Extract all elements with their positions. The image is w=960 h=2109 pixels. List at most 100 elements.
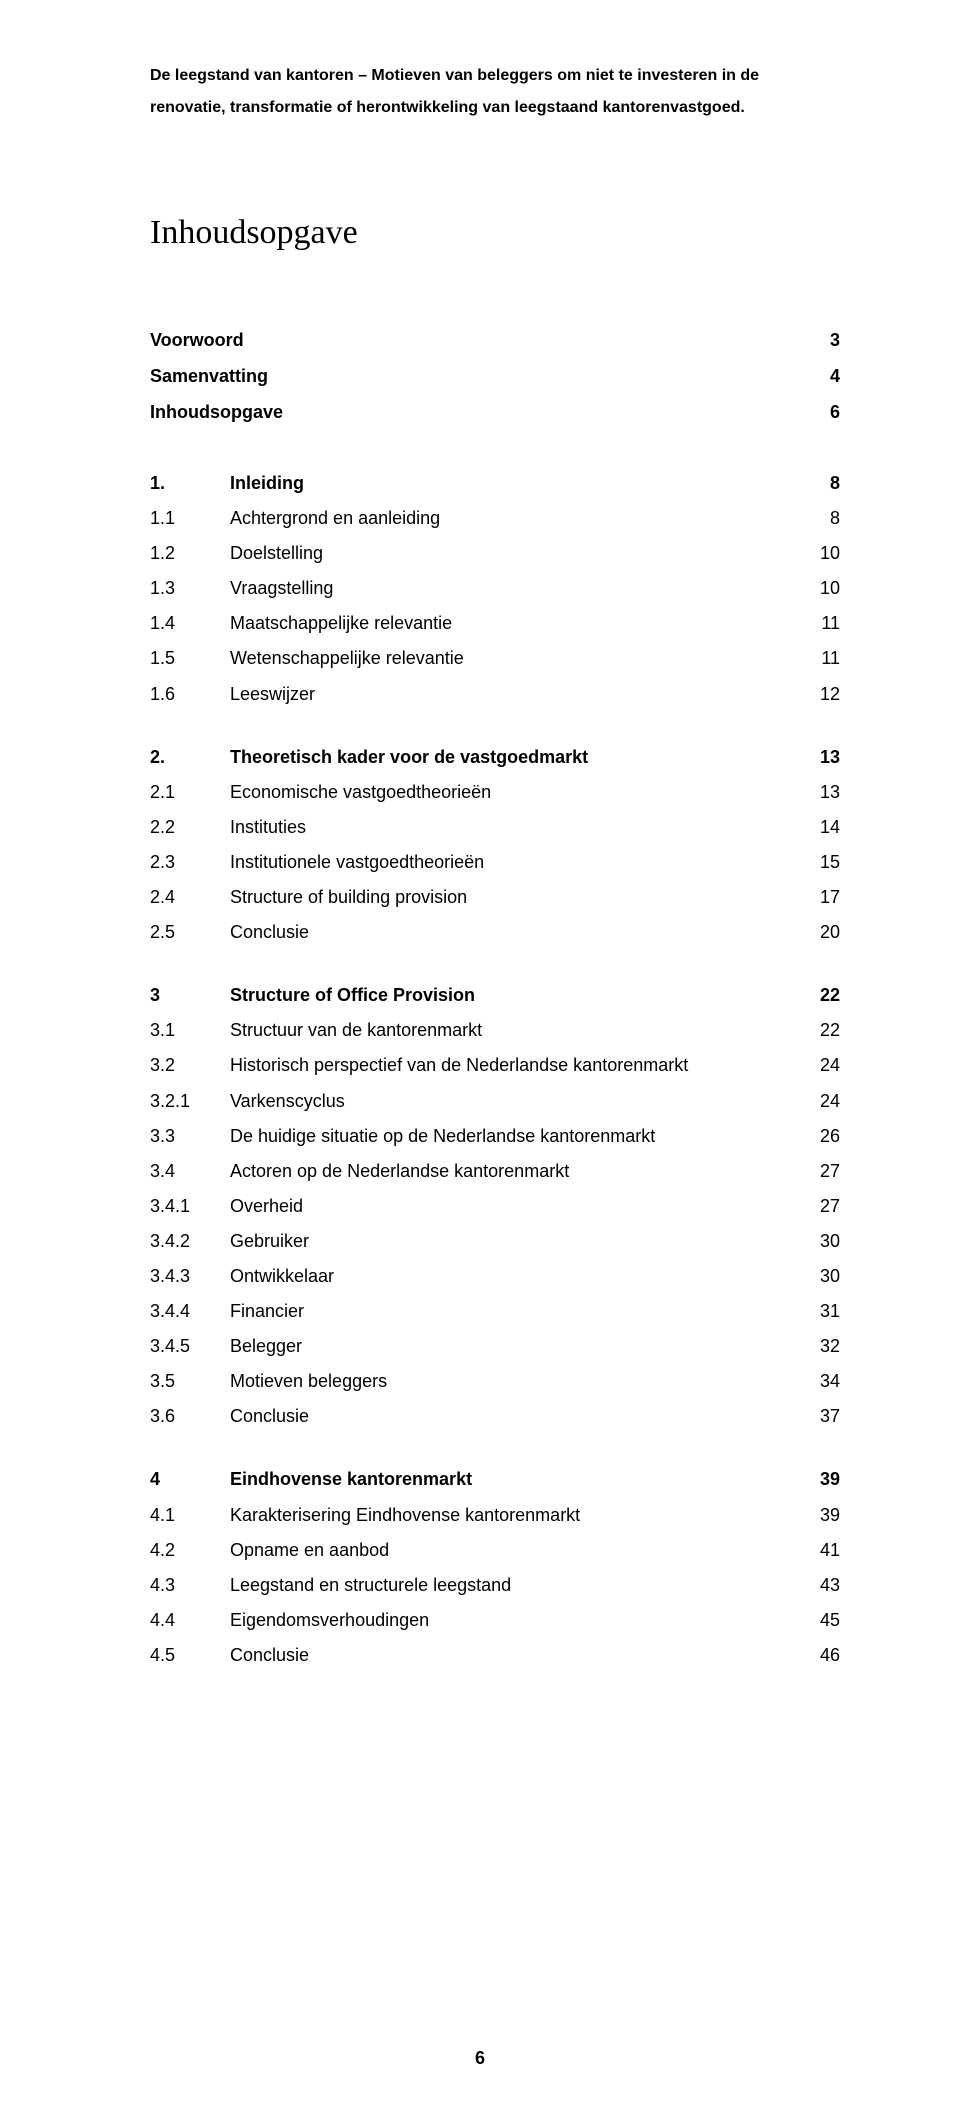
toc-row: 3.4Actoren op de Nederlandse kantorenmar… <box>150 1154 840 1189</box>
toc-entry-text: Overheid <box>230 1189 800 1224</box>
toc-row: 2.3Institutionele vastgoedtheorieën15 <box>150 845 840 880</box>
toc-block: 4Eindhovense kantorenmarkt394.1Karakteri… <box>150 1462 840 1673</box>
toc-row: 1.Inleiding8 <box>150 466 840 501</box>
toc-entry-text: Belegger <box>230 1329 800 1364</box>
toc-entry-page: 13 <box>800 740 840 775</box>
toc-front-row: Voorwoord 3 <box>150 322 840 358</box>
toc-entry-number: 4.5 <box>150 1638 230 1673</box>
toc-block: 3Structure of Office Provision223.1Struc… <box>150 978 840 1434</box>
toc-entry-number: 2.5 <box>150 915 230 950</box>
toc-entry-text: Inleiding <box>230 466 800 501</box>
toc-entry-text: Opname en aanbod <box>230 1533 800 1568</box>
toc-entry-text: Karakterisering Eindhovense kantorenmark… <box>230 1498 800 1533</box>
toc-entry-page: 15 <box>800 845 840 880</box>
toc-entry-text: Theoretisch kader voor de vastgoedmarkt <box>230 740 800 775</box>
toc-entry-number: 2.2 <box>150 810 230 845</box>
toc-entry-number: 3.4 <box>150 1154 230 1189</box>
toc-front-page: 4 <box>830 358 840 394</box>
toc-entry-page: 30 <box>800 1224 840 1259</box>
toc-entry-text: Institutionele vastgoedtheorieën <box>230 845 800 880</box>
toc-entry-number: 1.5 <box>150 641 230 676</box>
toc-entry-page: 22 <box>800 978 840 1013</box>
toc-entry-number: 1.4 <box>150 606 230 641</box>
toc-front-page: 3 <box>830 322 840 358</box>
toc-row: 1.3Vraagstelling10 <box>150 571 840 606</box>
toc-row: 2.5Conclusie20 <box>150 915 840 950</box>
toc-entry-text: Conclusie <box>230 915 800 950</box>
toc-row: 4.5Conclusie46 <box>150 1638 840 1673</box>
toc-entry-number: 4.4 <box>150 1603 230 1638</box>
page-title: Inhoudsopgave <box>150 214 840 252</box>
toc-entry-number: 2.1 <box>150 775 230 810</box>
toc-row: 2.Theoretisch kader voor de vastgoedmark… <box>150 740 840 775</box>
toc-body: 1.Inleiding81.1Achtergrond en aanleiding… <box>150 466 840 1673</box>
toc-entry-text: Actoren op de Nederlandse kantorenmarkt <box>230 1154 800 1189</box>
toc-entry-number: 1. <box>150 466 230 501</box>
toc-entry-text: Leeswijzer <box>230 677 800 712</box>
toc-row: 4.2Opname en aanbod41 <box>150 1533 840 1568</box>
toc-entry-page: 43 <box>800 1568 840 1603</box>
toc-entry-number: 2.4 <box>150 880 230 915</box>
toc-entry-number: 4.2 <box>150 1533 230 1568</box>
toc-entry-text: Achtergrond en aanleiding <box>230 501 800 536</box>
header-line-1: De leegstand van kantoren – Motieven van… <box>150 60 840 92</box>
toc-front-matter: Voorwoord3Samenvatting4Inhoudsopgave6 <box>150 322 840 430</box>
document-page: De leegstand van kantoren – Motieven van… <box>0 0 960 2109</box>
toc-entry-number: 4.3 <box>150 1568 230 1603</box>
toc-row: 3.4.2Gebruiker30 <box>150 1224 840 1259</box>
toc-entry-page: 41 <box>800 1533 840 1568</box>
toc-entry-page: 17 <box>800 880 840 915</box>
toc-row: 3.4.3Ontwikkelaar30 <box>150 1259 840 1294</box>
toc-row: 4.1Karakterisering Eindhovense kantorenm… <box>150 1498 840 1533</box>
toc-row: 3.4.5Belegger32 <box>150 1329 840 1364</box>
toc-row: 4.3Leegstand en structurele leegstand43 <box>150 1568 840 1603</box>
toc-entry-number: 3.2.1 <box>150 1084 230 1119</box>
toc-entry-text: Ontwikkelaar <box>230 1259 800 1294</box>
toc-entry-text: Structure of Office Provision <box>230 978 800 1013</box>
toc-entry-text: Leegstand en structurele leegstand <box>230 1568 800 1603</box>
toc-row: 2.4Structure of building provision17 <box>150 880 840 915</box>
toc-entry-number: 3.4.4 <box>150 1294 230 1329</box>
toc-entry-number: 3.4.5 <box>150 1329 230 1364</box>
toc-front-label: Voorwoord <box>150 322 244 358</box>
toc-entry-page: 13 <box>800 775 840 810</box>
toc-block: 2.Theoretisch kader voor de vastgoedmark… <box>150 740 840 951</box>
toc-entry-text: Vraagstelling <box>230 571 800 606</box>
toc-row: 1.5Wetenschappelijke relevantie11 <box>150 641 840 676</box>
toc-entry-number: 2. <box>150 740 230 775</box>
toc-entry-page: 14 <box>800 810 840 845</box>
toc-entry-page: 39 <box>800 1462 840 1497</box>
toc-entry-page: 34 <box>800 1364 840 1399</box>
toc-entry-page: 46 <box>800 1638 840 1673</box>
toc-entry-number: 1.6 <box>150 677 230 712</box>
toc-entry-page: 31 <box>800 1294 840 1329</box>
toc-entry-number: 3.4.3 <box>150 1259 230 1294</box>
header-line-2: renovatie, transformatie of herontwikkel… <box>150 92 840 124</box>
toc-front-label: Inhoudsopgave <box>150 394 283 430</box>
toc-entry-text: De huidige situatie op de Nederlandse ka… <box>230 1119 800 1154</box>
toc-entry-text: Structuur van de kantorenmarkt <box>230 1013 800 1048</box>
toc-entry-page: 26 <box>800 1119 840 1154</box>
toc-row: 1.6Leeswijzer12 <box>150 677 840 712</box>
toc-entry-number: 3.3 <box>150 1119 230 1154</box>
toc-entry-page: 24 <box>800 1084 840 1119</box>
toc-entry-page: 45 <box>800 1603 840 1638</box>
toc-entry-text: Maatschappelijke relevantie <box>230 606 800 641</box>
toc-row: 2.2Instituties14 <box>150 810 840 845</box>
toc-entry-page: 37 <box>800 1399 840 1434</box>
toc-entry-page: 27 <box>800 1189 840 1224</box>
toc-entry-page: 20 <box>800 915 840 950</box>
toc-front-row: Inhoudsopgave6 <box>150 394 840 430</box>
toc-row: 3.6Conclusie37 <box>150 1399 840 1434</box>
toc-row: 1.1Achtergrond en aanleiding8 <box>150 501 840 536</box>
toc-entry-number: 1.1 <box>150 501 230 536</box>
toc-entry-text: Structure of building provision <box>230 880 800 915</box>
toc-entry-text: Doelstelling <box>230 536 800 571</box>
toc-entry-number: 4.1 <box>150 1498 230 1533</box>
toc-row: 3.2Historisch perspectief van de Nederla… <box>150 1048 840 1083</box>
toc-entry-number: 3.5 <box>150 1364 230 1399</box>
toc-entry-page: 32 <box>800 1329 840 1364</box>
toc-entry-page: 11 <box>800 641 840 676</box>
toc-entry-number: 2.3 <box>150 845 230 880</box>
toc-entry-page: 27 <box>800 1154 840 1189</box>
